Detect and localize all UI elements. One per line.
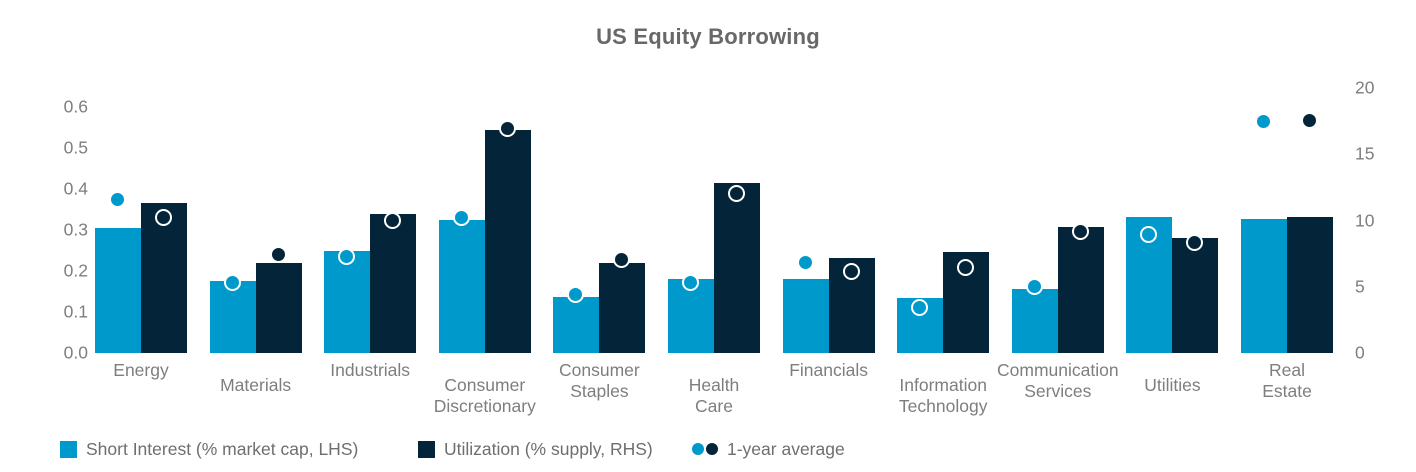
category-label: Health Care bbox=[688, 375, 740, 416]
bar-utilization bbox=[599, 262, 646, 353]
left-axis-tick: 0.6 bbox=[63, 96, 88, 117]
legend-item-one-year-average: 1-year average bbox=[692, 436, 845, 462]
bar-utilization bbox=[1172, 237, 1219, 353]
right-axis-tick: 10 bbox=[1355, 210, 1375, 230]
dot-1yr-avg-short-interest bbox=[338, 248, 356, 265]
plot-area: Energy Materials Industrials Consumer Discre… bbox=[95, 88, 1335, 416]
right-axis-tick: 0 bbox=[1355, 342, 1365, 363]
dot-1yr-avg-short-interest bbox=[452, 208, 470, 226]
category-label: Consumer Staples bbox=[559, 360, 640, 401]
category-label: Consumer Discretionary bbox=[433, 375, 536, 416]
left-axis-tick: 0.4 bbox=[63, 178, 88, 199]
utilization-swatch-icon bbox=[418, 440, 435, 458]
right-axis-tick: 15 bbox=[1355, 143, 1375, 164]
dot-1yr-avg-utilization bbox=[613, 251, 631, 269]
bar-short-interest bbox=[324, 250, 371, 353]
dot-1yr-avg-utilization bbox=[1186, 234, 1204, 252]
left-axis-tick: 0.3 bbox=[63, 219, 88, 240]
dot-1yr-avg-short-interest bbox=[1255, 113, 1272, 131]
category-label: Information Technology bbox=[898, 375, 988, 416]
bar-utilization bbox=[255, 262, 302, 353]
dot-1yr-avg-utilization bbox=[1301, 112, 1318, 130]
category-label: Industrials bbox=[330, 360, 411, 380]
category-label: Energy bbox=[113, 360, 169, 380]
legend: Short Interest (% market cap, LHS) Utili… bbox=[0, 436, 1416, 462]
dot-1yr-avg-short-interest bbox=[1140, 225, 1158, 243]
right-axis-tick: 20 bbox=[1355, 77, 1375, 98]
one-year-average-blue-dot-icon bbox=[692, 443, 704, 455]
dot-1yr-avg-short-interest bbox=[109, 190, 126, 208]
left-axis-tick: 0.0 bbox=[63, 342, 88, 363]
dot-1yr-avg-utilization bbox=[842, 263, 860, 281]
dot-1yr-avg-short-interest bbox=[911, 298, 929, 316]
bar-utilization bbox=[484, 130, 531, 353]
dot-1yr-avg-utilization bbox=[728, 185, 745, 202]
legend-one-year-average-label: 1-year average bbox=[727, 438, 845, 459]
chart-title: US Equity Borrowing bbox=[596, 24, 820, 49]
bar-short-interest bbox=[1241, 218, 1287, 353]
dot-1yr-avg-utilization bbox=[498, 120, 516, 138]
dot-1yr-avg-short-interest bbox=[796, 253, 814, 271]
legend-utilization-label: Utilization (% supply, RHS) bbox=[444, 438, 653, 459]
bar-utilization bbox=[714, 183, 760, 353]
dot-1yr-avg-short-interest bbox=[682, 273, 699, 291]
dot-1yr-avg-short-interest bbox=[1025, 277, 1043, 295]
dot-1yr-avg-short-interest bbox=[567, 286, 585, 304]
dot-1yr-avg-utilization bbox=[155, 208, 172, 226]
bar-utilization bbox=[141, 203, 187, 353]
bar-short-interest bbox=[553, 296, 600, 353]
bar-short-interest bbox=[1011, 289, 1058, 353]
bar-short-interest bbox=[782, 279, 829, 353]
category-label: Utilities bbox=[1144, 375, 1201, 395]
left-axis-tick: 0.2 bbox=[63, 260, 88, 281]
dot-1yr-avg-short-interest bbox=[223, 273, 241, 291]
bar-utilization bbox=[370, 213, 417, 353]
left-axis-tick: 0.1 bbox=[63, 301, 88, 322]
right-axis-tick: 5 bbox=[1355, 276, 1365, 297]
category-label: Materials bbox=[220, 375, 292, 395]
bar-utilization bbox=[1057, 227, 1104, 353]
short-interest-swatch-icon bbox=[60, 440, 77, 458]
category-label: Financials bbox=[789, 360, 868, 380]
legend-item-short-interest: Short Interest (% market cap, LHS) bbox=[60, 436, 358, 462]
bar-utilization bbox=[1287, 216, 1333, 353]
bar-short-interest bbox=[95, 227, 141, 353]
category-label: Communication Services bbox=[997, 360, 1119, 401]
dot-1yr-avg-utilization bbox=[957, 259, 975, 277]
bar-short-interest bbox=[438, 220, 485, 353]
left-axis-tick: 0.5 bbox=[63, 137, 88, 158]
one-year-average-navy-dot-icon bbox=[706, 443, 718, 455]
category-label: Real Estate bbox=[1262, 360, 1312, 401]
dot-1yr-avg-utilization bbox=[384, 211, 402, 229]
bar-short-interest bbox=[209, 280, 256, 353]
dot-1yr-avg-utilization bbox=[269, 245, 287, 263]
dot-1yr-avg-utilization bbox=[1071, 223, 1089, 241]
legend-short-interest-label: Short Interest (% market cap, LHS) bbox=[86, 438, 359, 459]
legend-item-utilization: Utilization (% supply, RHS) bbox=[418, 436, 653, 462]
bar-short-interest bbox=[668, 279, 714, 353]
